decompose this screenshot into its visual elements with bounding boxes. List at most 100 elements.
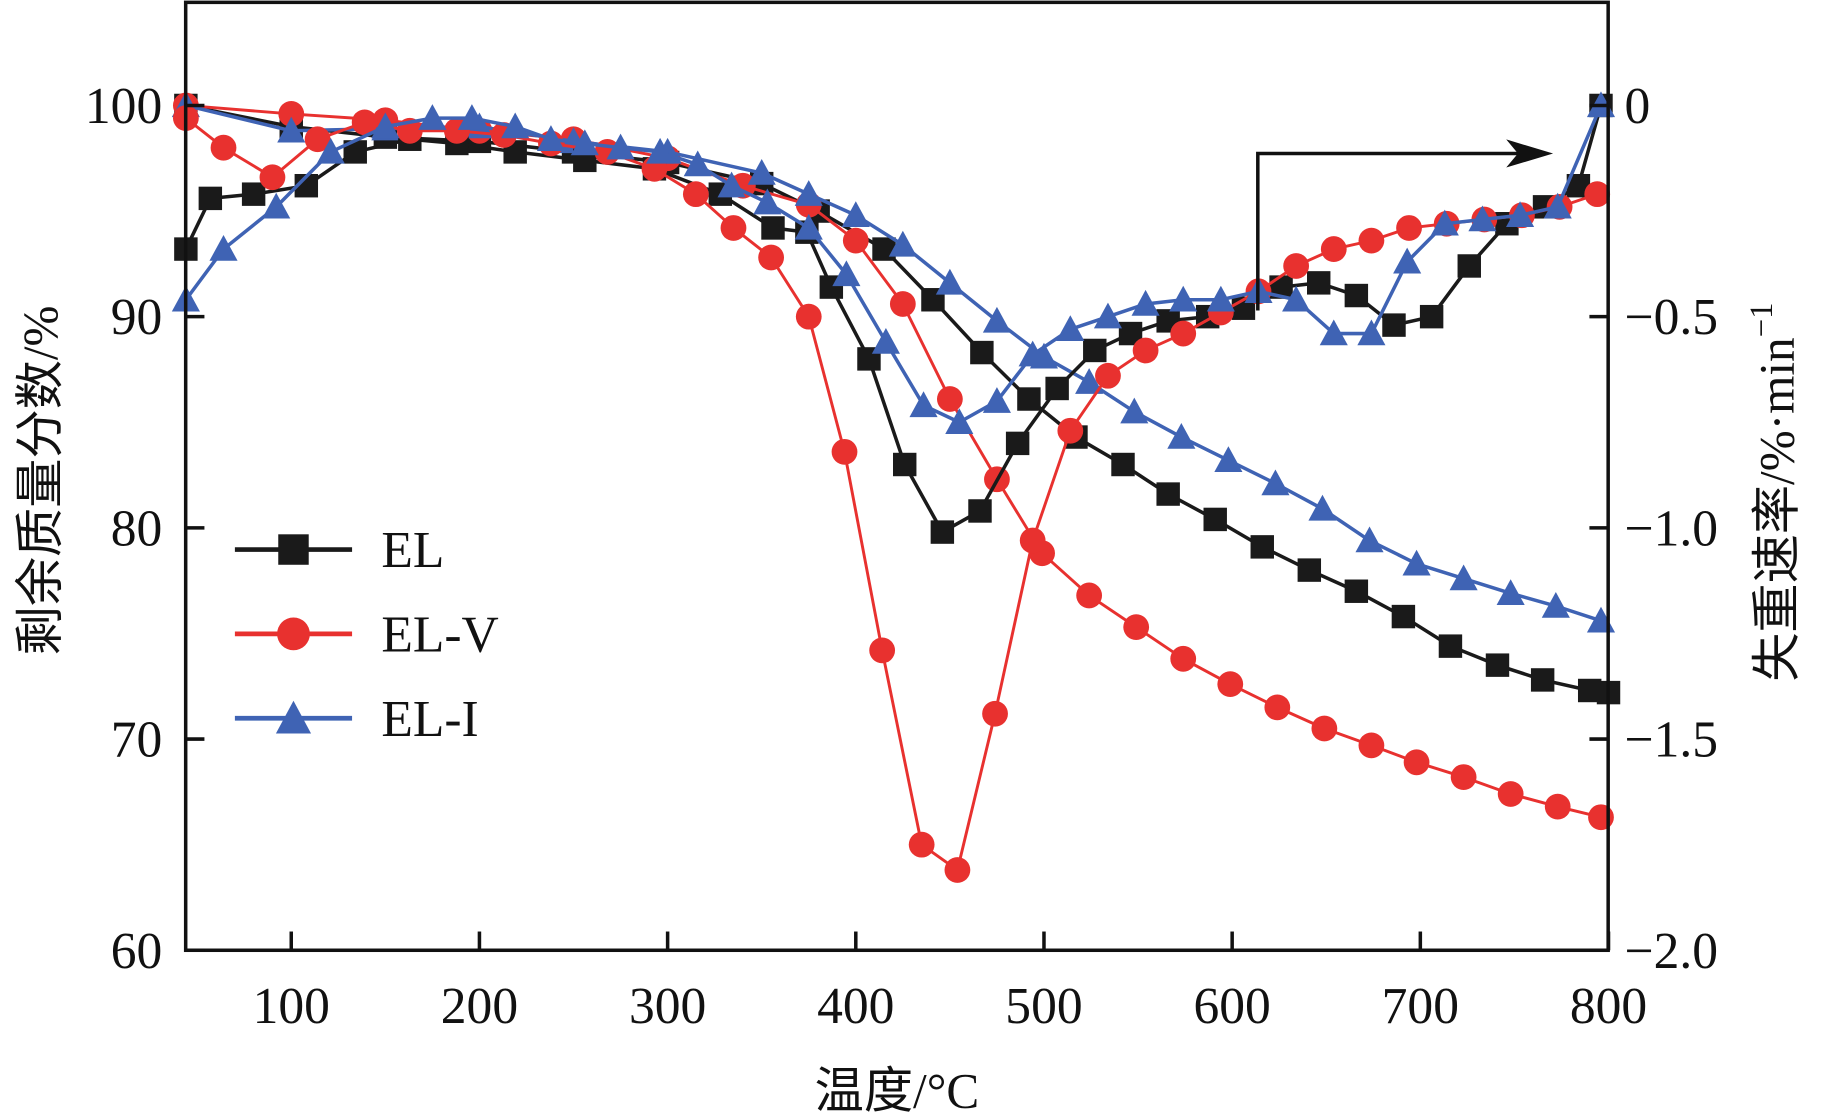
plot-frame <box>183 0 1610 953</box>
data-point <box>1170 645 1197 672</box>
data-point <box>304 126 331 153</box>
data-point <box>277 116 306 143</box>
data-point <box>1496 579 1525 606</box>
data-point <box>371 112 400 139</box>
legend: EL EL-V EL-I <box>234 522 499 748</box>
data-point <box>747 158 776 185</box>
data-point <box>1076 582 1103 609</box>
data-point <box>831 438 858 465</box>
data-point <box>945 408 974 434</box>
data-point <box>1095 362 1121 389</box>
data-point <box>794 213 823 240</box>
data-point <box>970 340 994 365</box>
data-point <box>871 327 900 354</box>
data-point <box>1018 340 1047 367</box>
data-point <box>1045 376 1069 401</box>
y-right-tick-label: 0 <box>1625 78 1651 135</box>
data-point <box>1506 201 1535 227</box>
y-tick-label: 80 <box>111 500 163 557</box>
data-point <box>198 186 223 211</box>
data-point <box>909 391 938 418</box>
data-point <box>841 201 870 227</box>
y-axis-label-right-sup: −1 <box>1744 302 1780 337</box>
legend-item-el-v: EL-V <box>234 606 499 663</box>
series-line <box>185 103 1609 695</box>
legend-marker <box>277 617 310 651</box>
data-point <box>1320 236 1347 262</box>
data-point <box>1577 678 1602 703</box>
data-point <box>982 306 1011 333</box>
data-point <box>794 180 823 206</box>
data-point <box>1311 715 1338 742</box>
data-point <box>1485 653 1510 677</box>
data-point <box>872 237 896 261</box>
data-point <box>1497 781 1524 807</box>
y-right-tick-label: −0.5 <box>1625 289 1719 346</box>
data-point <box>1261 469 1290 496</box>
x-tick-label: 700 <box>1382 978 1459 1035</box>
data-point <box>869 637 896 664</box>
x-tick-label: 500 <box>1005 978 1082 1035</box>
data-point <box>1005 431 1030 456</box>
data-point <box>278 101 305 127</box>
data-point <box>259 164 286 191</box>
data-point <box>210 134 237 161</box>
data-point <box>1297 558 1322 582</box>
data-point <box>1584 181 1611 208</box>
data-point <box>1123 614 1150 641</box>
data-point <box>1017 387 1041 411</box>
data-point <box>1156 482 1180 506</box>
data-point <box>1588 804 1614 831</box>
data-point <box>241 182 266 206</box>
data-point <box>888 230 917 257</box>
data-point <box>908 831 935 858</box>
series-layer <box>171 91 1621 883</box>
data-point <box>1438 634 1463 658</box>
data-point <box>832 260 861 287</box>
legend-marker <box>275 700 312 734</box>
series-el-i-dtg <box>171 91 1616 434</box>
data-point <box>935 268 964 295</box>
data-point <box>758 244 785 271</box>
data-point <box>1308 494 1337 521</box>
y-axis-label-right-text: 失重速率/%·min <box>1749 337 1804 681</box>
data-point <box>606 133 635 160</box>
data-point <box>351 109 378 136</box>
data-point <box>1083 338 1107 363</box>
data-point <box>418 104 447 130</box>
data-point <box>1391 604 1416 629</box>
data-point <box>1358 732 1385 759</box>
data-point <box>893 452 917 477</box>
data-point <box>1319 319 1348 346</box>
data-point <box>262 192 291 219</box>
data-point <box>1586 606 1616 633</box>
x-tick-label: 100 <box>253 978 330 1035</box>
data-point <box>1393 247 1422 274</box>
data-point <box>1111 452 1135 477</box>
data-point <box>1250 535 1274 559</box>
data-point <box>1170 320 1197 347</box>
data-point <box>1167 422 1196 449</box>
data-point <box>1206 285 1235 312</box>
data-point <box>294 173 319 198</box>
x-tick-label: 200 <box>441 978 518 1035</box>
series-el-dtg <box>174 93 1613 544</box>
y-axis-label-left: 剩余质量分数/% <box>13 305 68 655</box>
x-tick-label: 300 <box>629 978 706 1035</box>
data-point <box>1217 671 1244 698</box>
data-point <box>717 171 746 198</box>
data-point <box>1382 313 1406 337</box>
data-point <box>570 129 599 156</box>
data-point <box>1544 793 1571 820</box>
data-point <box>753 188 782 215</box>
legend-label: EL <box>381 522 444 579</box>
data-point <box>1357 319 1386 346</box>
data-point <box>944 857 971 883</box>
data-point <box>930 520 955 544</box>
data-point <box>343 140 367 164</box>
x-tick-label: 400 <box>817 978 894 1035</box>
data-point <box>1019 527 1046 554</box>
data-point <box>501 112 530 139</box>
data-point <box>1120 397 1149 424</box>
data-point <box>1282 285 1311 312</box>
